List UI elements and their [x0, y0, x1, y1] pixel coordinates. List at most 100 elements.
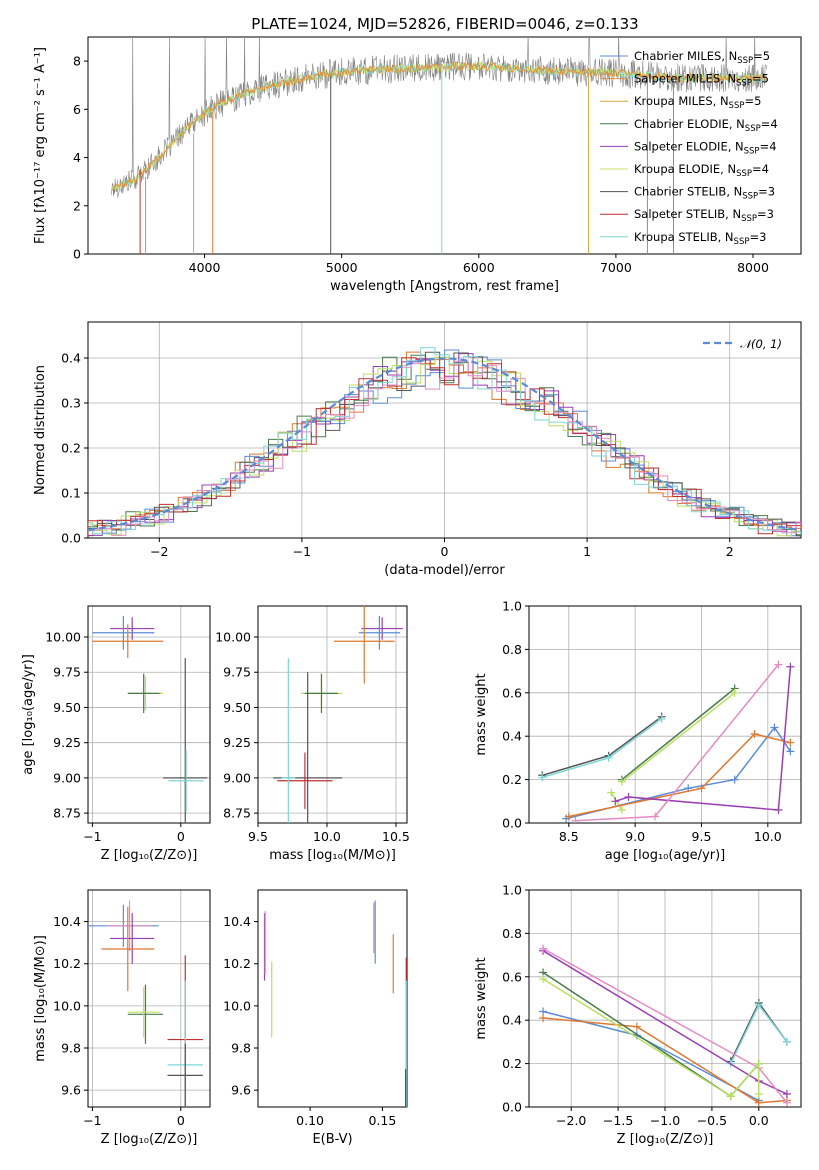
- weight-series-marker: [774, 660, 783, 669]
- x-axis-label: Z [log₁₀(Z/Z⊙)]: [101, 1132, 198, 1147]
- x-tick-label: 0.0: [749, 1113, 769, 1128]
- weight-series-line: [542, 718, 663, 779]
- plot-area: [263, 900, 407, 1107]
- weight-series-line: [614, 666, 792, 811]
- x-tick-label: 9.5: [248, 829, 268, 844]
- y-tick-label: 9.6: [231, 1083, 251, 1098]
- weight-series-marker: [754, 1001, 763, 1010]
- y-tick-label: 9.50: [223, 700, 251, 715]
- legend-suffix: =5: [752, 72, 769, 86]
- weight-series-marker: [782, 1037, 791, 1046]
- x-tick-label: 4000: [189, 260, 221, 275]
- weight-series-marker: [617, 777, 626, 786]
- x-axis-label: (data-model)/error: [384, 563, 505, 578]
- weight-series-line: [542, 1010, 760, 1102]
- normal-curve: [88, 357, 801, 532]
- y-axis-label: mass weight: [474, 957, 489, 1039]
- legend-sub: SSP: [734, 237, 750, 247]
- figure-title: PLATE=1024, MJD=52826, FIBERID=0046, z=0…: [251, 15, 638, 33]
- x-tick-label: 0: [177, 1113, 185, 1128]
- histogram-series: [88, 347, 801, 535]
- x-tick-label: 9.0: [625, 829, 645, 844]
- x-tick-label: −1.5: [603, 1113, 633, 1128]
- legend-label: Salpeter MILES, N: [634, 72, 736, 86]
- axes-frame: [528, 889, 802, 1108]
- y-tick-label: 10.0: [53, 998, 81, 1013]
- weight-series-marker: [539, 974, 548, 983]
- weight-series-marker: [539, 944, 548, 953]
- legend-sub: SSP: [745, 124, 761, 134]
- legend-entry: Salpeter MILES, NSSP=5: [634, 72, 769, 89]
- plot-area: [539, 944, 791, 1107]
- y-tick-label: 10.4: [223, 914, 251, 929]
- legend-suffix: =4: [761, 117, 778, 131]
- y-tick-label: 9.00: [53, 770, 81, 785]
- y-tick-label: 0.8: [502, 642, 522, 657]
- legend-label: Chabrier MILES, N: [634, 49, 737, 63]
- y-tick-label: 9.6: [61, 1083, 81, 1098]
- x-tick-label: 0.10: [296, 1113, 324, 1128]
- histogram-lines: [88, 347, 801, 537]
- y-tick-label: 0.2: [502, 772, 522, 787]
- legend-entry: Chabrier ELODIE, NSSP=4: [634, 117, 778, 134]
- legend-sub: SSP: [736, 79, 752, 89]
- legend-entry: Salpeter STELIB, NSSP=3: [634, 207, 774, 224]
- legend-entry: Kroupa MILES, NSSP=5: [634, 94, 761, 111]
- weight-series-marker: [750, 730, 759, 739]
- axes-frame: [87, 36, 802, 255]
- legend-sub: SSP: [742, 192, 758, 202]
- y-tick-label: 6: [73, 102, 81, 117]
- y-tick-label: 0.8: [502, 926, 522, 941]
- x-tick-label: −0.5: [697, 1113, 727, 1128]
- weight-series-marker: [607, 788, 616, 797]
- age-vs-metallicity-panel: −1 0 8.75 9.00 9.25 9.50 9.75 10.00 Z [log₁₀(Z/Z…: [21, 605, 211, 863]
- legend-label: Salpeter ELODIE, N: [634, 139, 744, 153]
- weight-series-line: [542, 971, 760, 1098]
- legend-entry: Salpeter ELODIE, NSSP=4: [634, 139, 777, 156]
- axes-frame: [257, 889, 408, 1108]
- x-tick-label: 9.5: [692, 829, 712, 844]
- y-tick-label: 0.2: [502, 1056, 522, 1071]
- y-tick-label: 0.4: [502, 1013, 522, 1028]
- mass-vs-metallicity-panel: −1 0 9.6 9.8 10.0 10.2 10.4 Z [log₁₀(Z/Z⊙)] mass…: [33, 889, 211, 1147]
- y-tick-label: 0.0: [502, 1100, 522, 1115]
- weight-vs-metallicity-panel: −2.0 −1.5 −1.0 −0.5 0.0 0.0 0.2 0.4 0.6 0.8 1.0 Z […: [474, 883, 802, 1147]
- weight-series-marker: [611, 797, 620, 806]
- weight-series-marker: [774, 805, 783, 814]
- weight-series-marker: [697, 784, 706, 793]
- y-tick-label: 9.8: [61, 1041, 81, 1056]
- weight-series-marker: [617, 805, 626, 814]
- x-tick-label: 6000: [463, 260, 495, 275]
- legend-suffix: =3: [757, 207, 774, 221]
- legend-entry: Chabrier STELIB, NSSP=3: [634, 185, 775, 202]
- weight-series-marker: [726, 1092, 735, 1101]
- legend-label: Chabrier STELIB, N: [634, 185, 742, 199]
- plot-area: [538, 660, 795, 823]
- x-tick-label: −1: [83, 1113, 101, 1128]
- y-axis-label: Flux [fλ10⁻¹⁷ erg cm⁻² s⁻¹ A⁻¹]: [33, 47, 48, 244]
- x-axis-label: Z [log₁₀(Z/Z⊙)]: [617, 1132, 714, 1147]
- legend-sub: SSP: [737, 56, 753, 66]
- y-tick-label: 2: [73, 198, 81, 213]
- x-tick-label: 10.0: [313, 829, 341, 844]
- y-tick-label: 0.3: [61, 396, 81, 411]
- y-tick-label: 10.4: [53, 914, 81, 929]
- axes-frame: [87, 889, 211, 1108]
- y-tick-label: 10.2: [53, 956, 81, 971]
- weight-series-marker: [782, 1098, 791, 1107]
- weight-series-marker: [782, 1089, 791, 1098]
- legend-suffix: =3: [758, 185, 775, 199]
- legend-sub: SSP: [729, 101, 745, 111]
- legend-entry: Kroupa STELIB, NSSP=3: [634, 230, 766, 247]
- weight-series-marker: [539, 1014, 548, 1023]
- y-tick-label: 9.75: [53, 665, 81, 680]
- y-tick-label: 4: [73, 150, 81, 165]
- y-tick-label: 9.75: [223, 665, 251, 680]
- weight-series-marker: [754, 1059, 763, 1068]
- y-axis-label: mass [log₁₀(M/M⊙)]: [33, 935, 48, 1062]
- x-axis-label: E(B-V): [312, 1132, 352, 1147]
- legend-sub: SSP: [741, 214, 757, 224]
- y-tick-label: 10.2: [223, 956, 251, 971]
- x-axis-label: wavelength [Angstrom, rest frame]: [330, 279, 559, 294]
